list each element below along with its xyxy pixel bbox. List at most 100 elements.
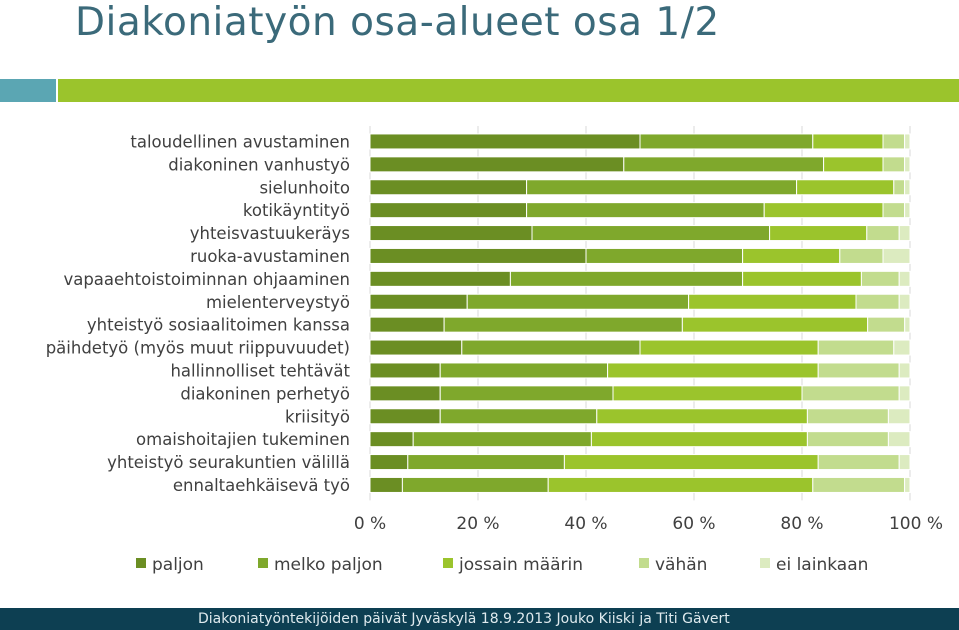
bar-segment-0-14	[369, 454, 409, 471]
category-label: omaishoitajien tukeminen	[136, 430, 350, 449]
bar-segment-1-10	[439, 362, 609, 379]
bar-segment-2-12	[596, 408, 808, 425]
bar-segment-0-0	[369, 133, 641, 150]
bar-segment-3-11	[801, 385, 900, 402]
category-label: mielenterveystyö	[206, 293, 350, 312]
bar-segment-0-5	[369, 247, 587, 264]
bar-segment-1-4	[531, 225, 771, 242]
x-tick-label: 100 %	[889, 514, 943, 534]
bar-segment-1-8	[443, 316, 683, 333]
bar-segment-4-4	[898, 225, 911, 242]
bar-segment-4-10	[898, 362, 911, 379]
bar-segment-0-8	[369, 316, 445, 333]
bar-segment-2-2	[796, 179, 895, 196]
bar-segment-4-1	[904, 156, 911, 173]
category-label: kriisityö	[285, 407, 350, 426]
bar-segment-1-9	[461, 339, 641, 356]
bar-segment-0-3	[369, 202, 528, 219]
legend-label: paljon	[152, 555, 204, 575]
category-label: ruoka-avustaminen	[190, 247, 350, 266]
bar-segment-4-3	[904, 202, 911, 219]
bar-segment-2-11	[612, 385, 803, 402]
header-band-green	[58, 79, 959, 102]
legend-swatch	[136, 558, 146, 568]
category-label: diakoninen vanhustyö	[168, 155, 350, 174]
bar-segment-0-15	[369, 476, 403, 493]
category-labels: taloudellinen avustaminen diakoninen vanh…	[46, 132, 351, 495]
bar-segment-2-7	[688, 293, 857, 310]
category-label: vapaaehtoistoiminnan ohjaaminen	[63, 270, 350, 289]
bar-segment-0-12	[369, 408, 441, 425]
bar-segment-1-7	[466, 293, 690, 310]
bar-segment-1-11	[439, 385, 614, 402]
category-label: taloudellinen avustaminen	[130, 132, 350, 151]
bar-segment-2-6	[742, 270, 862, 287]
bar-segment-3-1	[882, 156, 906, 173]
bar-segment-1-12	[439, 408, 598, 425]
bar-segment-3-0	[882, 133, 906, 150]
bar-segment-2-3	[763, 202, 884, 219]
bar-segment-3-14	[817, 454, 900, 471]
bar-segment-2-9	[639, 339, 819, 356]
bar-segment-3-13	[806, 431, 889, 448]
category-label: yhteisvastuukeräys	[190, 224, 350, 243]
header-band-teal	[0, 79, 56, 102]
bar-segment-0-10	[369, 362, 441, 379]
footer-text: Diakoniatyöntekijöiden päivät Jyväskylä …	[198, 611, 730, 627]
bar-segment-1-14	[407, 454, 565, 471]
bar-segment-4-13	[887, 431, 911, 448]
page-title: Diakoniatyön osa-alueet osa 1/2	[75, 0, 720, 45]
legend-label: ei lainkaan	[776, 555, 868, 575]
stacked-bar-chart: taloudellinen avustaminen diakoninen vanh…	[46, 126, 943, 575]
category-label: diakoninen perhetyö	[180, 384, 350, 403]
bar-segment-3-4	[866, 225, 900, 242]
legend-label: vähän	[655, 555, 707, 575]
bar-segment-3-7	[855, 293, 900, 310]
category-label: kotikäyntityö	[243, 201, 350, 220]
bar-segment-4-5	[882, 247, 911, 264]
bar-segment-1-2	[526, 179, 798, 196]
bar-segment-1-15	[401, 476, 549, 493]
category-label: yhteistyö sosiaalitoimen kanssa	[87, 316, 350, 335]
x-tick-label: 40 %	[564, 514, 607, 534]
bar-segment-4-15	[904, 476, 911, 493]
x-tick-label: 60 %	[672, 514, 715, 534]
bar-segment-3-10	[817, 362, 900, 379]
bar-segment-2-14	[563, 454, 819, 471]
category-label: sielunhoito	[259, 178, 350, 197]
legend-label: melko paljon	[274, 555, 383, 575]
bar-segment-3-2	[893, 179, 906, 196]
bar-segment-1-5	[585, 247, 744, 264]
x-tick-label: 20 %	[456, 514, 499, 534]
bar-segment-3-5	[839, 247, 884, 264]
bar-segment-0-11	[369, 385, 441, 402]
bar-segment-4-6	[898, 270, 911, 287]
legend-swatch	[258, 558, 268, 568]
chart-bars	[369, 133, 911, 493]
bar-segment-3-9	[817, 339, 895, 356]
bar-segment-3-15	[812, 476, 906, 493]
bar-segment-0-2	[369, 179, 528, 196]
bar-segment-4-0	[904, 133, 911, 150]
category-label: päihdetyö (myös muut riippuvuudet)	[46, 339, 350, 358]
legend-swatch	[760, 558, 770, 568]
bar-segment-1-6	[509, 270, 744, 287]
bar-segment-0-6	[369, 270, 511, 287]
x-axis-tick-labels: 0 % 20 % 40 % 60 % 80 % 100 %	[354, 514, 943, 534]
bar-segment-1-1	[623, 156, 825, 173]
bar-segment-2-5	[742, 247, 841, 264]
bar-segment-3-6	[860, 270, 900, 287]
legend-label: jossain määrin	[458, 555, 583, 575]
category-label: yhteistyö seurakuntien välillä	[107, 453, 350, 472]
bar-segment-4-8	[904, 316, 911, 333]
footer-bar: Diakoniatyöntekijöiden päivät Jyväskylä …	[0, 608, 959, 630]
bar-segment-0-7	[369, 293, 468, 310]
bar-segment-2-15	[547, 476, 814, 493]
bar-segment-4-9	[893, 339, 911, 356]
bar-segment-3-8	[867, 316, 906, 333]
bar-segment-2-8	[681, 316, 869, 333]
bar-segment-1-13	[412, 431, 592, 448]
bar-segment-2-4	[769, 225, 868, 242]
x-tick-label: 0 %	[354, 514, 386, 534]
bar-segment-4-2	[904, 179, 911, 196]
